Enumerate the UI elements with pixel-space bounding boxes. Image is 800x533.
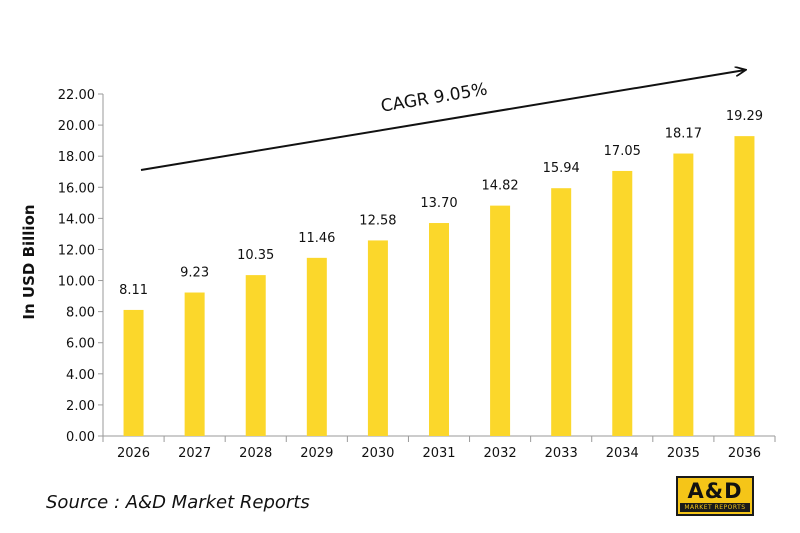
- x-tick-label: 2035: [667, 446, 700, 461]
- data-label: 14.82: [481, 179, 518, 194]
- y-tick-label: 6.00: [66, 337, 95, 352]
- data-label: 15.94: [543, 161, 580, 176]
- source-note: Source : A&D Market Reports: [46, 492, 310, 513]
- bar: [123, 309, 144, 436]
- x-tick-label: 2033: [545, 446, 578, 461]
- data-label: 13.70: [420, 196, 457, 211]
- y-tick-label: 8.00: [66, 306, 95, 321]
- data-label: 9.23: [180, 266, 209, 281]
- y-tick-label: 4.00: [66, 368, 95, 383]
- x-tick-label: 2036: [728, 446, 761, 461]
- data-label: 8.11: [119, 283, 148, 298]
- y-tick-label: 18.00: [58, 150, 95, 165]
- bar: [612, 170, 633, 436]
- bar: [551, 188, 572, 436]
- data-label: 10.35: [237, 248, 274, 263]
- y-tick-label: 16.00: [58, 181, 95, 196]
- bar: [490, 205, 511, 436]
- bar: [429, 223, 449, 436]
- x-tick-label: 2032: [484, 446, 517, 461]
- data-label: 17.05: [604, 144, 641, 159]
- x-tick-label: 2029: [300, 446, 333, 461]
- bar: [184, 292, 205, 436]
- y-tick-label: 14.00: [58, 212, 95, 227]
- bar: [673, 153, 694, 436]
- y-tick-label: 10.00: [58, 275, 95, 290]
- cagr-annotation: CAGR 9.05%: [379, 79, 488, 116]
- x-tick-label: 2031: [422, 446, 455, 461]
- y-axis: 0.00 2.00 4.00 6.00 8.00 10.00 12.00 14.00 16.00…: [58, 88, 104, 445]
- x-tick-label: 2034: [606, 446, 639, 461]
- brand-logo: A&D MARKET REPORTS: [676, 476, 754, 516]
- logo-subtext: MARKET REPORTS: [680, 503, 750, 512]
- x-tick-label: 2030: [361, 446, 394, 461]
- bar: [245, 275, 266, 436]
- data-label: 19.29: [726, 109, 763, 124]
- data-label: 18.17: [665, 127, 702, 142]
- y-axis-label: In USD Billion: [20, 204, 38, 319]
- x-tick-label: 2026: [117, 446, 150, 461]
- bar: [367, 240, 388, 436]
- bar: [306, 257, 327, 436]
- bar: [734, 136, 755, 437]
- bars: [123, 136, 755, 437]
- y-tick-label: 2.00: [66, 399, 95, 414]
- y-tick-label: 20.00: [58, 119, 95, 134]
- data-label: 12.58: [359, 213, 396, 228]
- data-labels: 8.11 9.23 10.35 11.46 12.58 13.70 14.82 15.94 17…: [119, 109, 763, 298]
- logo-text: A&D: [687, 479, 743, 503]
- data-label: 11.46: [298, 231, 335, 246]
- x-tick-label: 2028: [239, 446, 272, 461]
- y-tick-label: 22.00: [58, 88, 95, 103]
- y-tick-label: 12.00: [58, 243, 95, 258]
- cagr-arrow: [140, 70, 745, 171]
- y-tick-label: 0.00: [66, 430, 95, 445]
- x-axis: 2026 2027 2028 2029 2030 2031 2032 2033 2034 2035…: [102, 435, 776, 461]
- x-tick-label: 2027: [178, 446, 211, 461]
